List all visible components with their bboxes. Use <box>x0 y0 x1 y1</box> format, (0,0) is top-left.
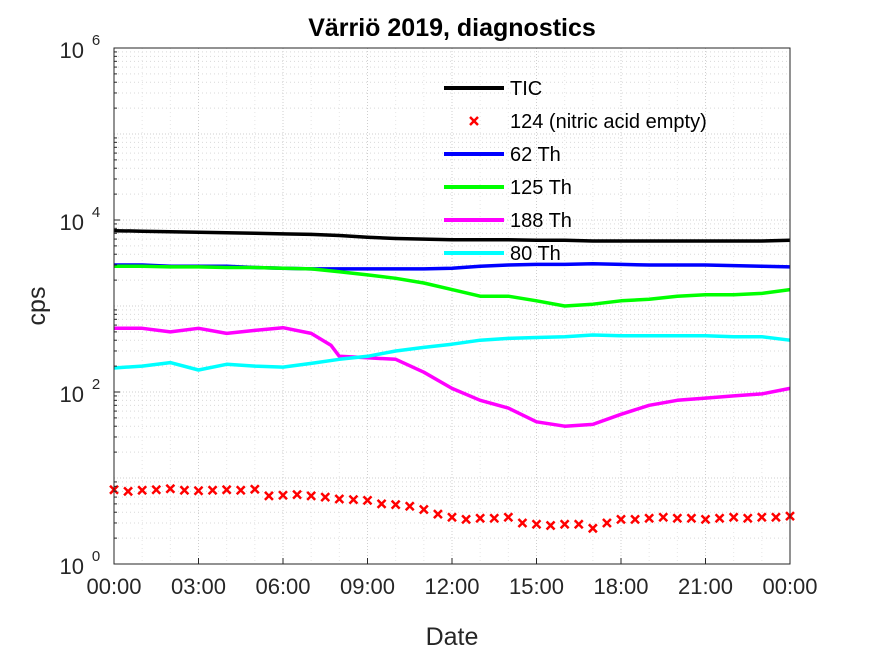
chart-title: Värriö 2019, diagnostics <box>308 14 596 42</box>
data-point <box>151 484 162 495</box>
data-point <box>320 492 331 502</box>
x-tick-label: 15:00 <box>509 574 564 599</box>
x-tick-label: 06:00 <box>255 574 310 599</box>
data-point <box>616 514 626 525</box>
x-tick-label: 03:00 <box>171 574 226 599</box>
legend-label: 80 Th <box>510 243 561 265</box>
y-tick-base: 10 <box>60 554 84 579</box>
legend-label: 125 Th <box>510 177 572 199</box>
data-point <box>179 485 190 496</box>
y-tick-exponent: 4 <box>92 204 100 221</box>
data-point <box>123 486 133 497</box>
data-point <box>489 513 500 524</box>
data-point <box>278 490 288 501</box>
data-point <box>545 520 556 531</box>
x-tick-label: 21:00 <box>678 574 733 599</box>
data-point <box>390 499 401 510</box>
data-point <box>362 495 373 506</box>
legend-item: 80 Th <box>444 243 561 265</box>
data-point <box>644 513 655 524</box>
series-5 <box>113 333 791 372</box>
y-tick-label: 10 <box>60 382 84 407</box>
x-tick-label: 00:00 <box>86 574 141 599</box>
series-1 <box>109 483 795 534</box>
y-tick-exponent: 6 <box>92 32 100 49</box>
data-point <box>531 519 542 530</box>
data-point <box>700 514 711 525</box>
series-4 <box>114 325 791 428</box>
data-point <box>771 512 781 523</box>
series-line <box>114 325 791 428</box>
y-tick-base: 10 <box>60 38 84 63</box>
y-tick-exponent: 2 <box>92 376 100 393</box>
series-3 <box>114 264 791 308</box>
data-point <box>686 513 697 524</box>
legend-item: TIC <box>444 78 542 100</box>
data-point <box>137 485 148 496</box>
legend-item: 125 Th <box>444 177 572 199</box>
y-axis-label: cps <box>23 287 51 326</box>
legend-label: 62 Th <box>510 144 561 166</box>
data-point <box>418 504 429 515</box>
data-point <box>658 512 669 523</box>
y-tick-label: 10 <box>60 38 84 63</box>
legend-marker <box>469 116 479 126</box>
x-tick-label: 12:00 <box>424 574 479 599</box>
data-point <box>306 490 317 501</box>
legend-label: 188 Th <box>510 210 572 232</box>
legend-item: 62 Th <box>444 144 561 166</box>
data-point <box>517 518 528 528</box>
data-point <box>221 484 232 495</box>
data-point <box>714 513 725 524</box>
data-point <box>573 519 584 530</box>
data-point <box>503 512 514 523</box>
series-line <box>114 264 791 308</box>
legend-item: 124 (nitric acid empty) <box>469 111 707 133</box>
legend-item: 188 Th <box>444 210 572 232</box>
ticks: 00:00 03:00 06:00 09:00 12:00 15:00 18:00 21:00… <box>60 32 818 599</box>
data-point <box>348 494 359 505</box>
data-point <box>602 518 612 528</box>
data-point <box>292 489 302 500</box>
y-tick-base: 10 <box>60 382 84 407</box>
data-point <box>404 501 415 512</box>
data-point <box>461 514 471 525</box>
x-tick-label: 09:00 <box>340 574 395 599</box>
series-line <box>113 228 791 243</box>
data-point <box>672 513 683 524</box>
data-point <box>207 485 218 496</box>
y-tick-label: 10 <box>60 210 84 235</box>
data-point <box>559 519 570 530</box>
data-point <box>433 509 443 520</box>
data-point <box>742 513 753 524</box>
data-point <box>235 485 246 496</box>
data-point <box>475 513 486 524</box>
y-tick-base: 10 <box>60 210 84 235</box>
data-point <box>587 523 598 534</box>
data-point <box>264 490 274 501</box>
data-point <box>728 512 739 523</box>
data-point <box>630 514 640 525</box>
data-point <box>376 499 387 509</box>
legend: TIC 124 (nitric acid empty) 62 Th 125 Th 188… <box>444 78 707 265</box>
x-tick-label: 00:00 <box>762 574 817 599</box>
y-tick-label: 10 <box>60 554 84 579</box>
data-point <box>193 485 204 496</box>
legend-label: TIC <box>510 78 542 100</box>
data-point <box>165 483 176 494</box>
y-tick-exponent: 0 <box>92 548 100 565</box>
x-tick-label: 18:00 <box>593 574 648 599</box>
series-layer <box>109 228 795 534</box>
series-0 <box>113 228 791 243</box>
data-point <box>334 494 345 504</box>
data-point <box>249 484 260 495</box>
data-point <box>447 512 457 523</box>
series-line <box>113 333 791 372</box>
data-point <box>756 512 767 523</box>
x-axis-label: Date <box>426 623 479 651</box>
legend-label: 124 (nitric acid empty) <box>510 111 707 133</box>
